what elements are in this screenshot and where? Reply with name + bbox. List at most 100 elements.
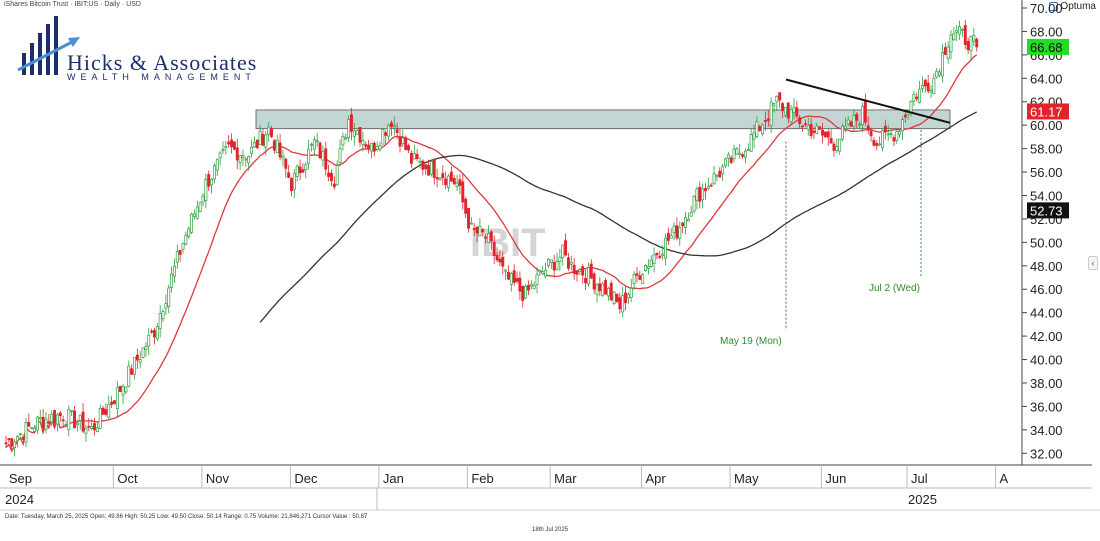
candle-up bbox=[735, 148, 739, 155]
candle-up bbox=[361, 139, 365, 145]
candle-up bbox=[652, 254, 656, 264]
candle-down bbox=[812, 130, 816, 133]
candle-up bbox=[158, 313, 162, 329]
candle-down bbox=[287, 172, 291, 178]
y-tick-label: 50.00 bbox=[1030, 235, 1063, 250]
candle-down bbox=[93, 423, 96, 431]
candle-up bbox=[686, 218, 690, 222]
candle-up bbox=[310, 143, 313, 146]
candle-down bbox=[364, 144, 368, 147]
candle-down bbox=[27, 421, 31, 427]
candle-up bbox=[918, 88, 922, 103]
candle-up bbox=[881, 130, 884, 148]
y-tick-label: 42.00 bbox=[1030, 329, 1063, 344]
candle-down bbox=[903, 114, 907, 118]
candle-up bbox=[632, 273, 636, 284]
candle-up bbox=[315, 140, 319, 143]
optuma-brand-label: Optuma bbox=[1060, 1, 1096, 12]
candle-up bbox=[447, 175, 450, 188]
candle-up bbox=[124, 386, 128, 393]
candle-up bbox=[546, 259, 550, 266]
candle-up bbox=[204, 178, 208, 201]
candle-up bbox=[558, 256, 562, 263]
resistance-zone-layer bbox=[255, 109, 951, 130]
candle-up bbox=[469, 222, 473, 225]
candle-up bbox=[478, 226, 482, 237]
candle-down bbox=[101, 407, 105, 415]
candle-down bbox=[481, 229, 485, 233]
candle-down bbox=[655, 252, 659, 256]
optuma-logo-icon bbox=[1049, 2, 1059, 11]
candle-up bbox=[746, 149, 750, 151]
candle-down bbox=[658, 255, 662, 258]
candle-up bbox=[55, 414, 59, 425]
candle-down bbox=[741, 154, 745, 157]
y-tick-label: 54.00 bbox=[1030, 188, 1063, 203]
candle-up bbox=[701, 188, 705, 201]
last-price-tag-box bbox=[1027, 38, 1069, 55]
candle-up bbox=[669, 235, 673, 239]
candle-up bbox=[569, 262, 573, 265]
candle-down bbox=[892, 137, 896, 142]
candle-down bbox=[41, 416, 45, 429]
candle-down bbox=[421, 160, 425, 170]
candles-layer bbox=[4, 19, 979, 457]
candle-up bbox=[646, 266, 650, 269]
candle-up bbox=[909, 100, 913, 113]
candle-down bbox=[515, 278, 519, 282]
candle-up bbox=[38, 417, 42, 420]
candle-down bbox=[113, 400, 116, 404]
candle-down bbox=[866, 125, 870, 131]
candle-up bbox=[392, 125, 396, 128]
candle-up bbox=[172, 265, 176, 277]
candle-up bbox=[238, 154, 242, 163]
candle-up bbox=[529, 284, 533, 287]
candle-up bbox=[212, 165, 216, 180]
candle-up bbox=[858, 123, 862, 126]
candle-down bbox=[795, 107, 799, 117]
candle-up bbox=[90, 426, 94, 429]
fast-ma-value-tag: 61.17 bbox=[1030, 104, 1063, 119]
candle-down bbox=[875, 143, 879, 146]
candle-down bbox=[883, 125, 887, 133]
candle-down bbox=[592, 273, 596, 290]
candle-up bbox=[726, 154, 730, 159]
candle-down bbox=[618, 297, 622, 310]
candle-up bbox=[107, 404, 111, 418]
candle-up bbox=[210, 178, 214, 186]
candle-up bbox=[938, 71, 942, 76]
candle-down bbox=[21, 436, 25, 440]
candle-down bbox=[255, 139, 259, 149]
candle-up bbox=[621, 295, 625, 313]
candle-up bbox=[50, 413, 54, 423]
y-tick-label: 36.00 bbox=[1030, 399, 1063, 414]
candle-down bbox=[207, 174, 211, 187]
candle-up bbox=[578, 269, 582, 272]
candle-up bbox=[307, 148, 311, 164]
candle-down bbox=[527, 285, 530, 291]
candle-down bbox=[467, 207, 470, 229]
candle-down bbox=[58, 412, 62, 416]
candle-up bbox=[732, 148, 736, 160]
candle-up bbox=[752, 132, 756, 140]
candle-down bbox=[581, 266, 585, 276]
collapse-panel-icon[interactable]: ‹ bbox=[1088, 256, 1098, 270]
candle-down bbox=[301, 169, 305, 173]
jul-2-annotation: Jul 2 (Wed) bbox=[869, 283, 920, 294]
candle-down bbox=[681, 222, 685, 227]
candle-up bbox=[712, 173, 716, 185]
candle-down bbox=[452, 177, 456, 185]
candle-down bbox=[915, 96, 919, 100]
month-label: Jun bbox=[825, 471, 846, 486]
candle-down bbox=[461, 181, 465, 203]
year-label: 2024 bbox=[5, 492, 34, 507]
candle-down bbox=[498, 258, 502, 263]
candle-down bbox=[598, 283, 602, 292]
y-tick-label: 56.00 bbox=[1030, 165, 1063, 180]
chart-source-title: iShares Bitcoin Trust · IBIT:US · Daily … bbox=[4, 1, 141, 8]
candle-down bbox=[604, 280, 608, 295]
optuma-brand[interactable]: Optuma bbox=[1049, 1, 1096, 12]
candle-down bbox=[441, 173, 445, 179]
candle-down bbox=[923, 79, 927, 87]
